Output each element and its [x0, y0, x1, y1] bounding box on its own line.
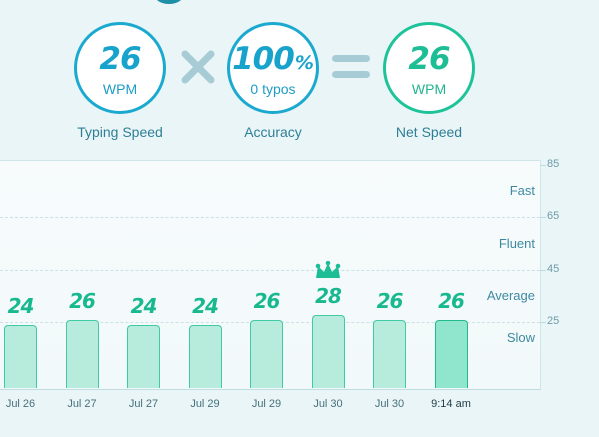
typing-speed-label: Typing Speed	[77, 124, 163, 140]
bar-value: 26	[69, 288, 96, 313]
typing-speed-unit: WPM	[102, 81, 138, 97]
x-tick-label: Jul 27	[67, 398, 97, 410]
x-tick-label: 9:14 am	[431, 398, 471, 410]
bar-current	[434, 319, 468, 388]
x-tick-label: Jul 29	[251, 398, 282, 410]
bar	[311, 314, 345, 388]
y-tick-label: 45	[547, 262, 560, 275]
net-speed-unit: WPM	[411, 81, 447, 97]
bar-value: 28	[315, 283, 342, 308]
band-label-slow: Slow	[506, 330, 535, 346]
bar-value: 26	[253, 288, 281, 313]
bar	[65, 319, 99, 388]
typing-speed-value: 26	[99, 41, 141, 77]
y-tick-label: 85	[547, 158, 560, 170]
gridline	[0, 217, 540, 219]
percent-sign: %	[294, 52, 314, 74]
x-tick-label: Jul 30	[374, 398, 405, 410]
band-label-fluent: Fluent	[498, 235, 535, 251]
bar	[127, 325, 160, 388]
bar	[4, 325, 37, 388]
accuracy-typos: 0 typos	[250, 81, 296, 97]
x-tick-label: Jul 30	[313, 398, 343, 410]
band-label-average: Average	[486, 288, 535, 304]
gridline	[0, 269, 540, 271]
accuracy-label: Accuracy	[244, 124, 302, 140]
band-label-fast: Fast	[509, 183, 535, 199]
accuracy-value: 100%	[232, 41, 314, 77]
net-speed-value: 26	[408, 41, 450, 77]
equals-icon	[332, 55, 370, 78]
y-tick-label: 25	[547, 315, 560, 328]
bar	[250, 319, 283, 388]
bar-value: 24	[7, 294, 35, 319]
crown-icon	[315, 260, 341, 278]
net-speed-circle: 26 WPM	[383, 22, 475, 114]
axis-tick	[540, 269, 546, 271]
bar	[188, 325, 222, 388]
x-tick-label: Jul 29	[190, 398, 220, 410]
times-icon	[181, 50, 215, 84]
axis-tick	[540, 322, 546, 324]
bar-value: 26	[376, 288, 404, 313]
axis-tick	[540, 217, 546, 219]
bar-value: 24	[130, 294, 158, 319]
user-avatar	[154, 0, 184, 4]
bar	[373, 319, 406, 388]
y-tick-label: 65	[547, 210, 560, 223]
net-speed-label: Net Speed	[395, 124, 463, 140]
x-tick-label: Jul 26	[5, 398, 36, 410]
typing-speed-circle: 26 WPM	[74, 22, 166, 114]
axis-tick	[540, 165, 546, 166]
x-tick-label: Jul 27	[128, 398, 159, 410]
bar-value: 24	[192, 294, 219, 319]
bar-value: 26	[438, 288, 465, 313]
accuracy-circle: 100% 0 typos	[227, 22, 319, 114]
